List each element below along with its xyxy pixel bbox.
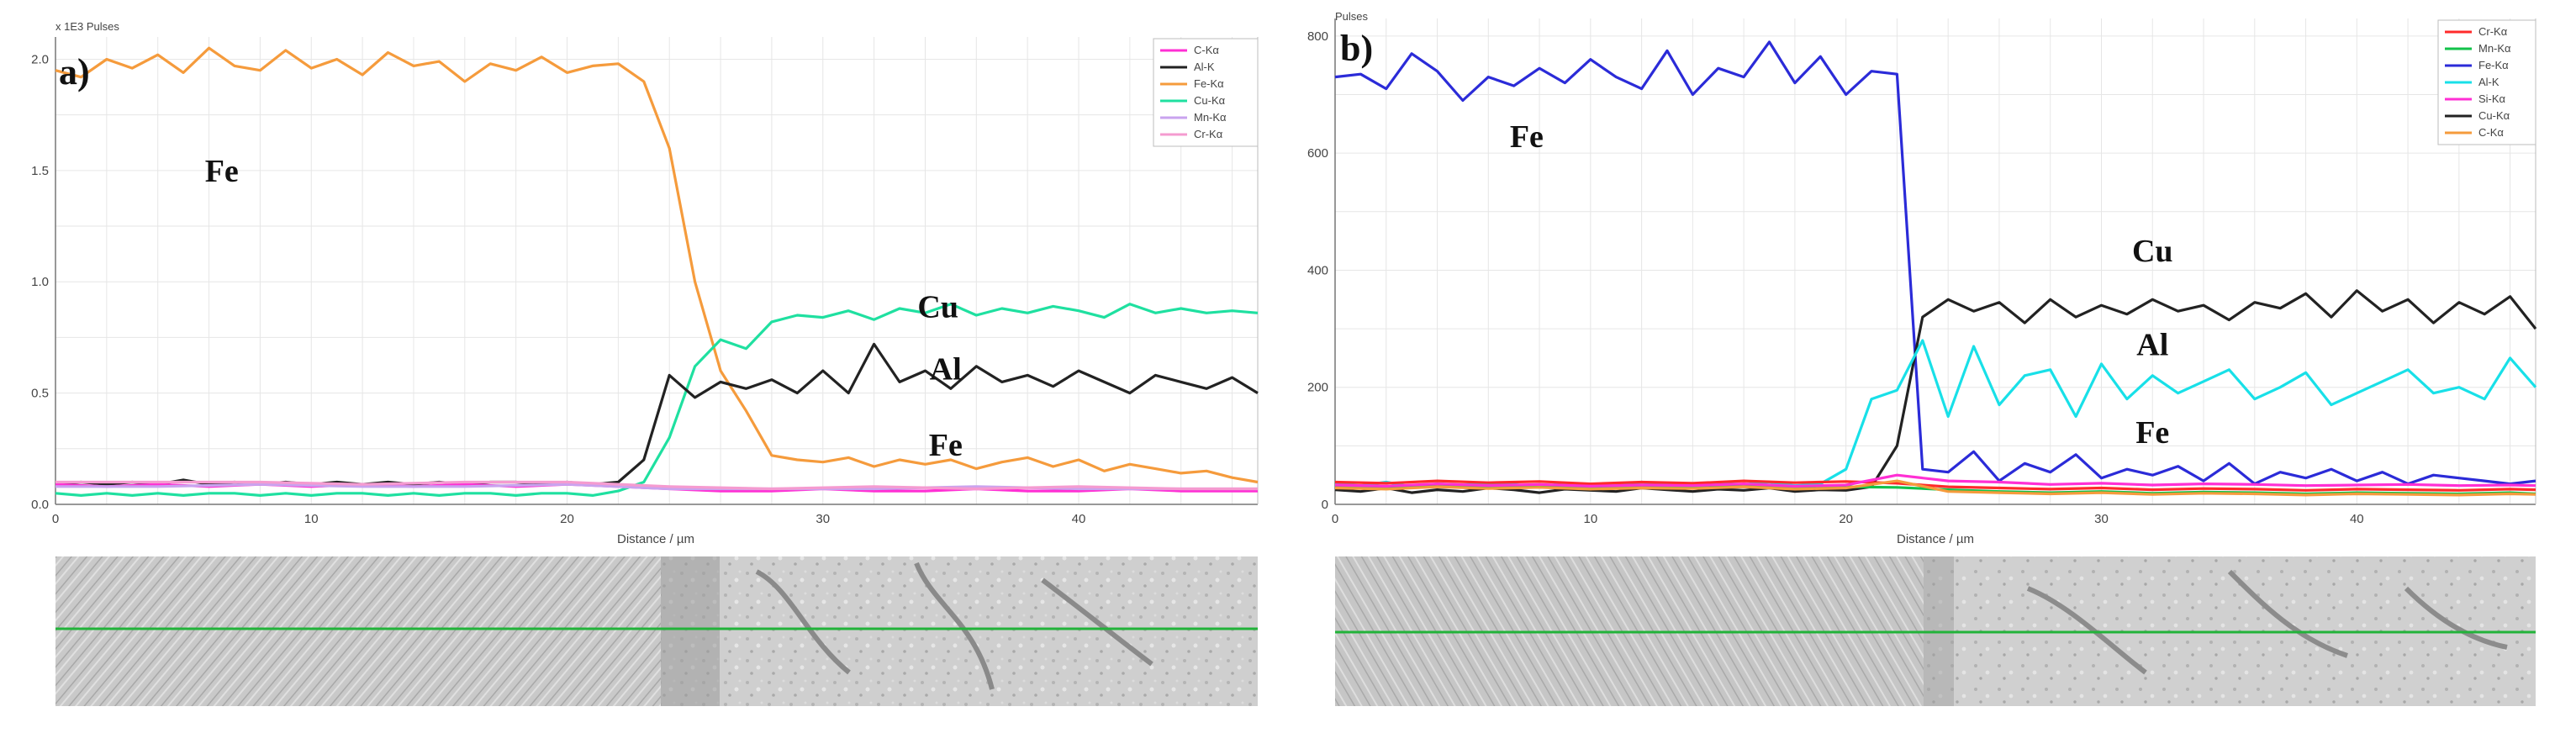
x-axis-label-b: Distance / µm [1897,532,1974,546]
legend-entry: C-Kα [1194,44,1219,56]
y-tick-label: 200 [1307,381,1328,395]
y-tick-label: 0.0 [31,498,49,512]
series-line-al [1334,339,2537,488]
element-annotation: Fe [1510,119,1544,155]
x-tick-label: 40 [1072,512,1086,526]
series-line-cu [55,303,1259,498]
x-tick-label: 40 [2350,512,2364,526]
x-tick-label: 30 [816,512,830,526]
y-tick-label: 800 [1307,29,1328,44]
series-line-cr [55,480,1258,491]
sem-micrograph-b [1335,556,2536,706]
series-line-fe [1334,40,2536,486]
legend-entry: Mn-Kα [2478,42,2511,55]
legend-entry: Si-Kα [2478,92,2506,105]
x-tick-label: 0 [1332,512,1338,526]
element-annotation: Al [930,352,962,388]
chart-a: 0 10 20 30 40 0.0 0.5 1.0 1.5 2.0 C-Kα Al-K Fe-Kα Cu… [31,20,1259,706]
series-line-mn [55,483,1258,491]
panel-b: 0 10 20 30 40 0 200 400 600 800 Cr-Kα Mn-Kα Fe-Kα Al… [1288,0,2576,733]
element-annotation: Cu [2132,234,2173,269]
legend-entry: Fe-Kα [2478,59,2509,71]
series-line-si [1334,473,2536,488]
series-line-cu [1334,289,2537,494]
y-tick-label: 0 [1322,498,1328,512]
element-annotation: Fe [929,428,963,463]
legend-entry: Cr-Kα [2478,25,2508,38]
units-label-b: Pulses [1335,10,1369,23]
legend-entry: Mn-Kα [1194,111,1227,124]
sem-micrograph-a [55,556,1258,706]
series-line-c [1334,479,2536,497]
y-tick-label: 600 [1307,146,1328,161]
legend [1153,38,1259,147]
x-axis-label-a: Distance / µm [617,532,694,546]
legend-entry: Al-K [2478,76,2499,88]
x-tick-label: 20 [560,512,574,526]
legend-entry: C-Kα [2478,126,2504,139]
x-tick-label: 0 [52,512,59,526]
element-annotation: Al [2136,327,2168,362]
legend-entry: Cu-Kα [2478,109,2510,122]
element-annotation: Fe [2135,415,2169,451]
series-line-al [55,342,1259,486]
y-tick-label: 400 [1307,263,1328,277]
legend-entry: Cr-Kα [1194,128,1223,140]
legend-entry: Al-K [1194,61,1215,73]
y-tick-label: 2.0 [31,52,49,66]
panel-label-a: a) [59,51,90,92]
panel-label-b: b) [1340,28,1373,69]
x-tick-label: 10 [304,512,319,526]
units-label-a: x 1E3 Pulses [55,20,119,33]
legend-entry: Fe-Kα [1194,77,1224,90]
element-annotation: Cu [917,290,958,325]
element-annotation: Fe [205,154,239,189]
legend-entry: Cu-Kα [1194,94,1226,107]
x-tick-label: 20 [1839,512,1853,526]
y-tick-label: 1.5 [31,164,49,178]
x-tick-label: 10 [1583,512,1597,526]
y-tick-label: 1.0 [31,275,49,289]
x-tick-label: 30 [2094,512,2109,526]
series-line-fe [55,46,1259,484]
series-line-cr [1334,479,2536,492]
panel-a: 0 10 20 30 40 0.0 0.5 1.0 1.5 2.0 C-Kα Al-K Fe-Kα Cu… [31,20,1259,706]
y-tick-label: 0.5 [31,387,49,401]
